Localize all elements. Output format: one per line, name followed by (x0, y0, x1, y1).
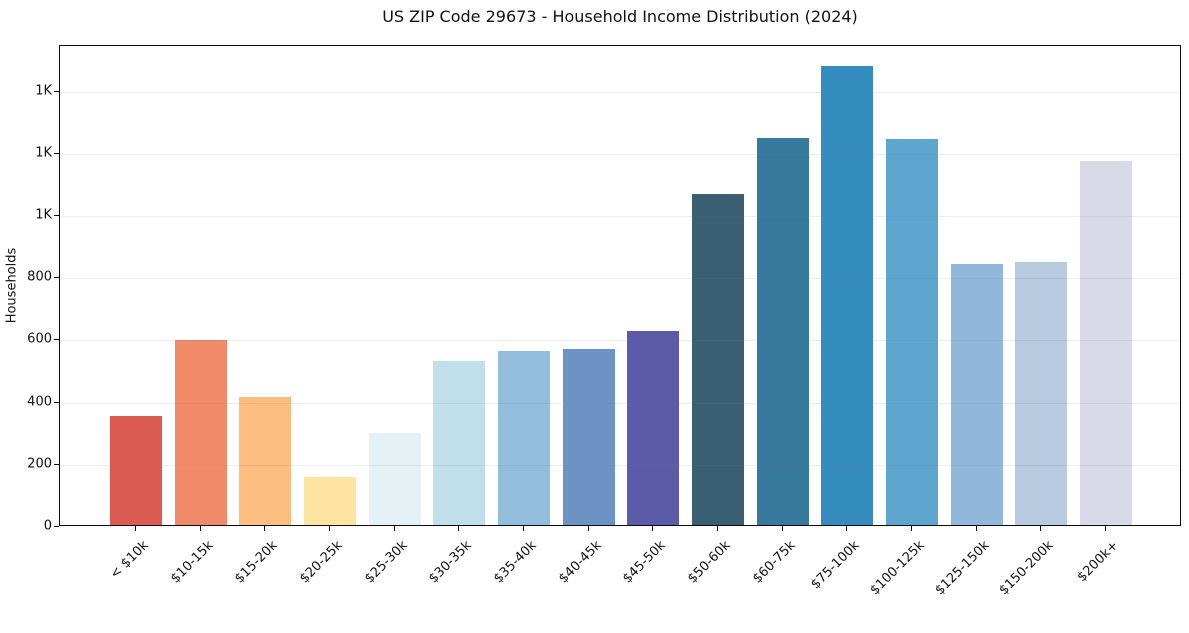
y-tick-label: 1K (35, 145, 52, 161)
gridline (60, 402, 1180, 404)
y-tick-label: 1K (35, 83, 52, 99)
bar-200k (1080, 161, 1132, 525)
bar-35-40k (498, 350, 550, 525)
y-tick-mark (54, 215, 59, 217)
y-tick-mark (54, 277, 59, 279)
y-tick-label: 0 (43, 518, 52, 534)
x-tick-mark (458, 526, 460, 531)
bar-60-75k (756, 137, 809, 525)
x-tick-mark (652, 526, 654, 531)
y-tick-label: 600 (27, 331, 52, 347)
bar-40-45k (562, 348, 615, 525)
bar-150-200k (1015, 262, 1068, 525)
gridline (60, 153, 1180, 155)
bar-45-50k (627, 330, 680, 525)
y-tick-mark (54, 90, 59, 92)
y-tick-label: 1K (35, 207, 52, 223)
y-tick-mark (54, 401, 59, 403)
bar-75-100k (821, 66, 874, 525)
y-tick-mark (54, 463, 59, 465)
bar-25-30k (368, 433, 421, 525)
chart-title: US ZIP Code 29673 - Household Income Dis… (382, 7, 858, 26)
x-tick-mark (1040, 526, 1042, 531)
x-tick-mark (1105, 526, 1106, 531)
x-tick-mark (135, 526, 136, 531)
x-tick-mark (717, 526, 718, 531)
x-tick-mark (199, 526, 201, 531)
gridline (60, 91, 1180, 93)
x-tick-mark (781, 526, 783, 531)
bar-15-20k (239, 396, 292, 525)
y-tick-label: 200 (27, 456, 52, 472)
y-tick-label: 800 (27, 269, 52, 285)
gridline (60, 216, 1180, 218)
x-tick-mark (523, 526, 524, 531)
y-tick-mark (54, 526, 59, 527)
x-tick-mark (975, 526, 977, 531)
y-tick-label: 400 (27, 394, 52, 410)
bar-10-15k (174, 340, 227, 525)
x-tick-mark (587, 526, 589, 531)
x-tick-mark (393, 526, 395, 531)
x-tick-mark (846, 526, 848, 531)
bar-20-25k (304, 476, 356, 525)
x-tick-mark (329, 526, 330, 531)
gridline (60, 278, 1180, 280)
plot-area (59, 45, 1181, 526)
x-tick-mark (264, 526, 266, 531)
bar-50-60k (692, 193, 744, 525)
y-axis-label: Households (4, 247, 20, 324)
gridline (60, 340, 1180, 342)
bar-30-35k (433, 361, 486, 525)
y-tick-mark (54, 339, 59, 341)
y-tick-mark (54, 152, 59, 154)
figure: US ZIP Code 29673 - Household Income Dis… (4, 7, 1181, 526)
x-tick-mark (911, 526, 912, 531)
bar-100-125k (886, 139, 938, 525)
gridline (60, 464, 1180, 466)
bar-125-150k (950, 264, 1003, 525)
bar-10k (110, 416, 162, 525)
